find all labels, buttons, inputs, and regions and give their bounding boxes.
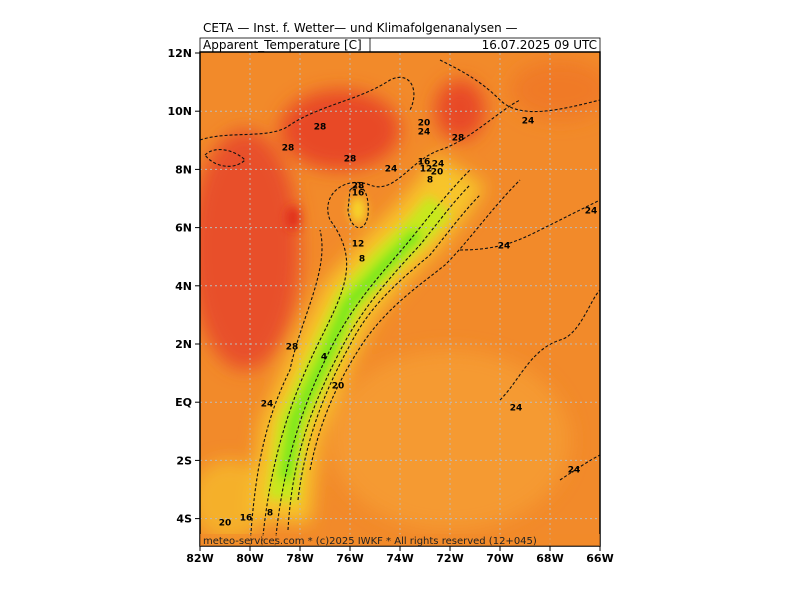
contour-label: 28: [282, 144, 295, 154]
lon-label: 80W: [236, 552, 263, 565]
lat-label: 12N: [167, 47, 192, 60]
contour-label: 20: [332, 382, 345, 392]
contour-label: 28: [344, 155, 357, 165]
title: CETA — Inst. f. Wetter— und Klimafolgena…: [203, 21, 518, 35]
contour-label: 16: [240, 514, 253, 524]
contour-label: 28: [352, 182, 365, 192]
footer-bg: [200, 534, 600, 546]
contour-label: 12: [420, 165, 433, 175]
contour-labels: 28 28 28 24 20 24 28 24 16 12 24 20 8 28…: [219, 117, 598, 529]
lon-label: 76W: [336, 552, 363, 565]
contour-label: 8: [267, 509, 273, 519]
contours: [200, 59, 600, 546]
contour-label: 16: [418, 158, 431, 168]
contour-label: 28: [314, 123, 327, 133]
lat-label: 8N: [175, 163, 192, 176]
contour-label: 24: [432, 160, 445, 170]
contour-label: 24: [568, 466, 581, 476]
lon-label: 66W: [586, 552, 613, 565]
lon-label: 74W: [386, 552, 413, 565]
contour-label: 20: [219, 519, 232, 529]
datetime: 16.07.2025 09 UTC: [482, 38, 597, 52]
lon-label: 68W: [536, 552, 563, 565]
lat-label: 6N: [175, 222, 192, 235]
contour-label: 24: [418, 128, 431, 138]
lat-label: 4S: [176, 513, 192, 526]
map-field: [200, 52, 600, 546]
contour-label: 16: [352, 189, 365, 199]
contour-label: 8: [359, 255, 365, 265]
contour-label: 24: [522, 117, 535, 127]
lat-label: 10N: [167, 105, 192, 118]
lat-label: 2N: [175, 338, 192, 351]
footer: meteo-services.com * (c)2025 IWKF * All …: [203, 536, 537, 547]
contour-label: 24: [510, 404, 523, 414]
lat-label: EQ: [175, 396, 192, 409]
contour-label: 24: [585, 207, 598, 217]
lat-label: 2S: [176, 454, 192, 467]
lon-label: 78W: [286, 552, 313, 565]
lat-label: 4N: [175, 280, 192, 293]
contour-label: 28: [286, 343, 299, 353]
contour-label: 24: [498, 242, 511, 252]
lon-label: 82W: [186, 552, 213, 565]
contour-label: 28: [452, 134, 465, 144]
contour-label: 24: [385, 165, 398, 175]
graticule: [200, 53, 600, 546]
contour-label: 20: [431, 168, 444, 178]
contour-label: 12: [352, 240, 365, 250]
contour-label: 20: [418, 119, 431, 129]
contour-label: 8: [427, 176, 433, 186]
lon-label: 70W: [486, 552, 513, 565]
field-name: Apparent_Temperature [C]: [203, 38, 362, 52]
lon-label: 72W: [436, 552, 463, 565]
contour-label: 4: [321, 353, 327, 363]
contour-label: 24: [261, 400, 274, 410]
